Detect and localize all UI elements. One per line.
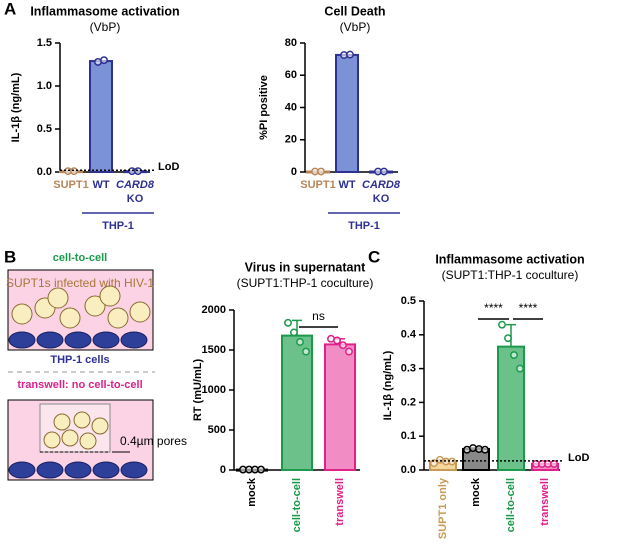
chart-title: Inflammasome activation: [435, 252, 584, 266]
data-point: [317, 167, 325, 176]
lod-label: LoD: [568, 452, 589, 464]
y-tick-label: 500: [208, 424, 226, 436]
y-tick-label: 0.5: [401, 295, 416, 307]
label: SUPT1s infected with HIV-1: [6, 276, 154, 290]
schematic: cell-to-cell SUPT1s infected with HIV-1 …: [6, 252, 187, 481]
x-tick-label: WT: [92, 179, 109, 191]
x-tick-label: SUPT1 only: [437, 477, 449, 539]
group-label: THP-1: [102, 220, 134, 232]
x-tick-label: cell-to-cell: [505, 478, 517, 532]
panel-letter: A: [4, 0, 16, 18]
x-tick-label: CARD8 KO: [116, 179, 155, 205]
data-point: [504, 334, 512, 343]
y-tick-label: 0: [291, 166, 297, 178]
data-point: [516, 364, 524, 373]
y-tick-label: 1000: [202, 384, 226, 396]
y-tick-label: 0.0: [37, 166, 52, 178]
data-point: [134, 167, 142, 176]
y-tick-label: 1.0: [37, 80, 52, 92]
label: transwell: no cell-to-cell: [17, 379, 142, 391]
y-tick-label: 20: [285, 134, 297, 146]
label: 0.4µm pores: [120, 434, 187, 448]
x-tick-label: cell-to-cell: [291, 478, 303, 532]
y-tick-label: 60: [285, 69, 297, 81]
data-point: [257, 465, 265, 474]
y-tick-label: 0.1: [401, 430, 416, 442]
bar: [281, 334, 313, 471]
data-point: [339, 341, 347, 350]
y-tick-label: 0.4: [401, 329, 417, 341]
data-point: [100, 56, 108, 65]
bar: [335, 53, 359, 173]
label: THP-1 cells: [50, 354, 109, 366]
x-tick-label: CARD8 KO: [362, 179, 401, 205]
y-tick-label: 2000: [202, 304, 226, 316]
x-tick-label: mock: [246, 477, 258, 507]
lod-label: LoD: [158, 161, 179, 173]
y-tick-label: 1500: [202, 344, 226, 356]
significance-label: ns: [312, 309, 325, 323]
x-tick-label: SUPT1: [300, 179, 335, 191]
x-tick-label: mock: [470, 477, 482, 507]
y-tick-label: 0.3: [401, 363, 416, 375]
x-tick-label: WT: [338, 179, 355, 191]
data-point: [346, 50, 354, 59]
data-point: [481, 445, 489, 454]
y-tick-label: 0.5: [37, 123, 52, 135]
data-point: [380, 167, 388, 176]
x-tick-label: transwell: [539, 478, 551, 526]
y-tick-label: 0.2: [401, 396, 416, 408]
chart-title: Virus in supernatant: [245, 260, 366, 274]
y-tick-label: 0: [220, 464, 226, 476]
label: cell-to-cell: [53, 252, 107, 264]
bar: [89, 60, 113, 174]
data-point: [345, 347, 353, 356]
data-point: [290, 328, 298, 337]
chart-subtitle: (SUPT1:THP-1 coculture): [442, 268, 579, 282]
y-axis-label: IL-1β (ng/mL): [10, 72, 22, 142]
y-axis-label: %PI positive: [258, 75, 270, 140]
chart-subtitle: (SUPT1:THP-1 coculture): [237, 276, 374, 290]
data-point: [70, 167, 78, 176]
y-axis-label: IL-1β (ng/mL): [382, 350, 394, 420]
panel-letter: C: [368, 247, 380, 266]
chart-subtitle: (VbP): [340, 20, 371, 34]
x-tick-label: SUPT1: [53, 179, 88, 191]
chart-title: Cell Death: [324, 4, 385, 18]
data-point: [302, 347, 310, 356]
bar: [324, 343, 356, 471]
significance-label: ****: [484, 301, 503, 315]
y-tick-label: 0.0: [401, 464, 416, 476]
data-point: [296, 338, 304, 346]
chart-title: Inflammasome activation: [30, 4, 179, 18]
y-tick-label: 80: [285, 37, 297, 49]
y-axis-label: RT (mU/mL): [192, 359, 204, 422]
data-point: [430, 459, 438, 468]
data-point: [510, 351, 518, 360]
significance-label: ****: [519, 301, 538, 315]
data-point: [284, 318, 292, 327]
x-tick-label: transwell: [334, 478, 346, 526]
data-point: [333, 336, 341, 345]
panel-letter: B: [4, 247, 16, 266]
data-point: [550, 459, 558, 468]
y-tick-label: 1.5: [37, 37, 52, 49]
y-tick-label: 40: [285, 101, 297, 113]
data-point: [498, 320, 506, 329]
chart-subtitle: (VbP): [90, 20, 121, 34]
group-label: THP-1: [348, 220, 380, 232]
